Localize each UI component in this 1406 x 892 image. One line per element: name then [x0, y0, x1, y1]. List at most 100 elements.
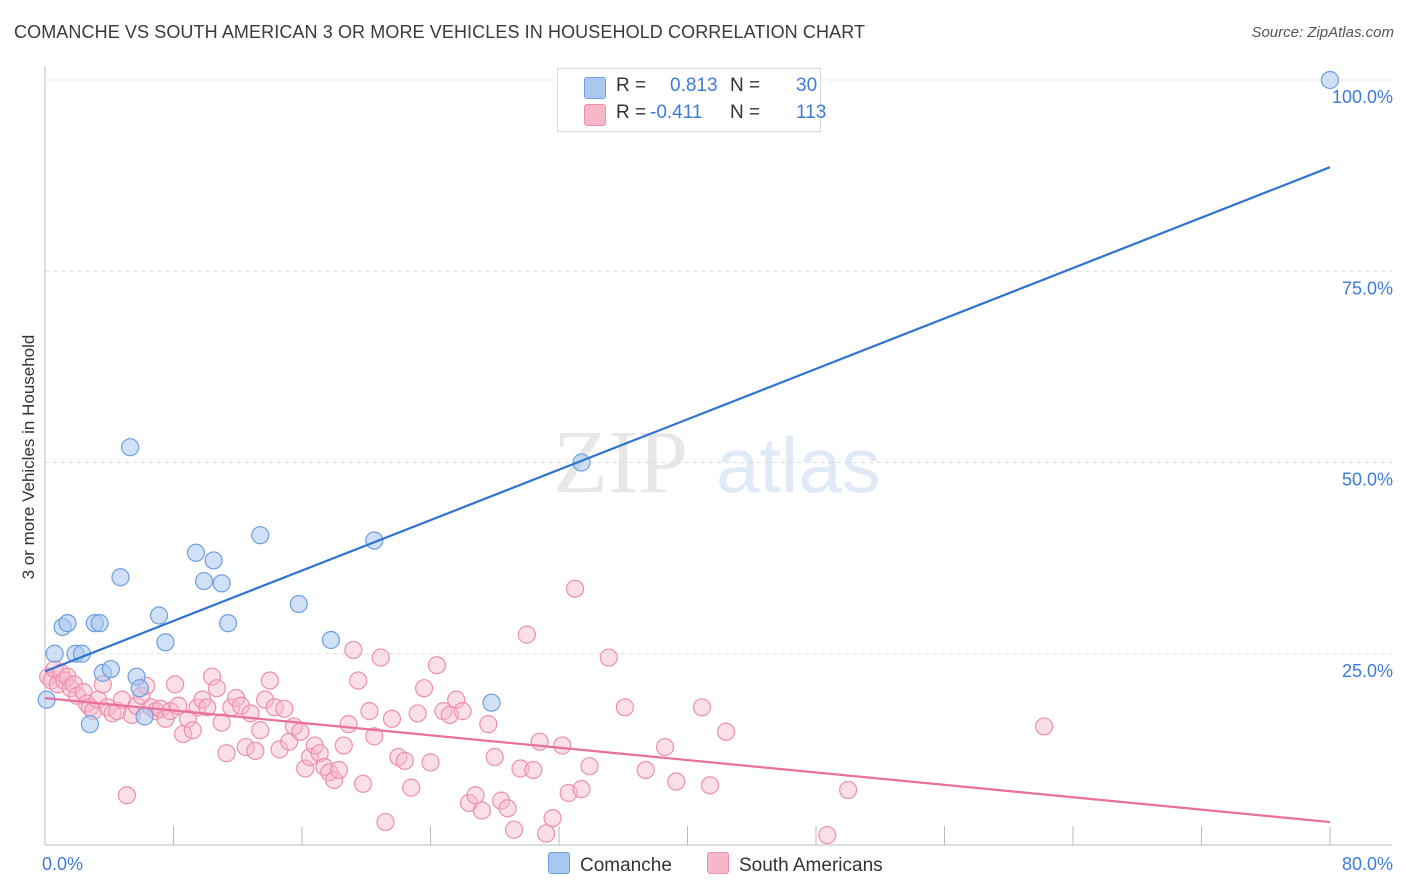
- south-americans-point: [537, 824, 556, 843]
- correlation-legend: R = 0.813 N = 30 R = -0.411 N = 113: [557, 68, 826, 132]
- legend-n-value: 113: [796, 102, 827, 123]
- south-americans-point: [198, 698, 217, 717]
- south-americans-point: [498, 799, 517, 818]
- comanche-point: [321, 630, 341, 650]
- x-tick-label: 0.0%: [42, 854, 83, 874]
- source-credit: Source: ZipAtlas.com: [1251, 24, 1394, 41]
- south-americans-point: [236, 737, 255, 757]
- south-americans-point: [414, 679, 434, 698]
- comanche-point: [219, 614, 238, 633]
- legend-swatch-pink: [584, 104, 606, 126]
- legend-r-label: R =: [616, 75, 647, 96]
- y-tick-label: 25.0%: [1342, 661, 1393, 681]
- south-americans-point: [255, 690, 275, 709]
- south-americans-point: [251, 721, 270, 740]
- south-americans-point: [530, 732, 549, 751]
- grid-lines: [45, 79, 1392, 655]
- comanche-point: [90, 614, 109, 633]
- bottom-legend-label: Comanche: [580, 855, 672, 876]
- axes: [44, 66, 1392, 846]
- south-americans-point: [402, 778, 421, 797]
- comanche-point: [45, 644, 64, 663]
- south-americans-point: [231, 696, 251, 715]
- south-americans-point: [325, 770, 344, 790]
- comanche-point: [204, 551, 223, 570]
- south-americans-point: [504, 820, 524, 839]
- bottom-legend-swatch-pink: [707, 852, 729, 874]
- south-americans-point: [108, 702, 127, 721]
- south-americans-point: [818, 825, 837, 845]
- south-americans-point: [700, 776, 720, 795]
- comanche-point: [149, 606, 169, 625]
- south-americans-point: [376, 812, 395, 832]
- south-americans-point: [349, 671, 368, 690]
- south-americans-point: [291, 722, 310, 741]
- bottom-legend-swatch-blue: [548, 852, 570, 874]
- comanche-points: [37, 70, 1340, 734]
- tick-labels: 25.0% 50.0% 75.0% 100.0% 0.0% 80.0%: [42, 87, 1393, 874]
- south-americans-point: [472, 801, 491, 820]
- comanche-point: [194, 571, 214, 591]
- south-americans-point: [485, 747, 504, 767]
- legend-swatch-blue: [584, 77, 606, 99]
- south-americans-point: [517, 625, 536, 644]
- south-americans-point: [565, 579, 585, 598]
- legend-r-value: -0.411: [650, 102, 703, 123]
- south-americans-point: [166, 675, 185, 694]
- watermark: ZIP atlas: [553, 413, 881, 512]
- south-americans-points: [39, 579, 1054, 845]
- x-tick-label: 80.0%: [1342, 854, 1393, 874]
- south-americans-point: [202, 667, 222, 686]
- south-americans-point: [599, 648, 618, 667]
- south-americans-point: [716, 722, 736, 741]
- south-americans-point: [74, 682, 93, 702]
- south-americans-point: [1034, 717, 1054, 736]
- south-americans-point: [310, 744, 329, 763]
- south-americans-point: [270, 740, 289, 759]
- south-americans-point: [543, 809, 562, 828]
- south-americans-point: [524, 760, 543, 780]
- y-axis-label: 3 or more Vehicles in Household: [19, 335, 38, 580]
- south-americans-point: [365, 727, 384, 746]
- south-americans-point: [329, 760, 349, 780]
- comanche-point: [289, 594, 308, 614]
- comanche-point: [156, 633, 175, 652]
- south-americans-point: [580, 757, 599, 776]
- south-americans-point: [839, 780, 858, 800]
- south-americans-point: [353, 774, 373, 793]
- comanche-point: [58, 614, 77, 633]
- south-americans-point: [260, 671, 279, 690]
- south-americans-point: [553, 736, 572, 755]
- south-americans-point: [183, 721, 202, 740]
- south-americans-point: [344, 640, 363, 660]
- south-americans-point: [275, 699, 294, 718]
- south-americans-point: [360, 702, 379, 721]
- comanche-point: [101, 659, 120, 679]
- south-americans-point: [572, 780, 591, 799]
- comanche-point: [212, 574, 231, 593]
- south-americans-point: [300, 747, 320, 767]
- comanche-point: [121, 438, 140, 457]
- south-americans-point: [395, 751, 414, 770]
- comanche-trend-line: [44, 166, 1331, 673]
- south-americans-point: [447, 690, 466, 709]
- legend-r-value: 0.813: [670, 75, 718, 96]
- y-tick-label: 75.0%: [1342, 278, 1393, 298]
- comanche-point: [1320, 70, 1340, 90]
- south-americans-point: [207, 679, 226, 698]
- comanche-point: [130, 679, 149, 698]
- south-americans-point: [453, 702, 472, 721]
- bottom-legend-comanche: Comanche: [548, 852, 672, 877]
- comanche-point: [80, 715, 100, 734]
- comanche-point: [251, 526, 270, 545]
- south-americans-point: [427, 656, 447, 675]
- south-americans-point: [667, 772, 686, 791]
- legend-n-label: N =: [730, 75, 761, 96]
- trend-lines: [44, 166, 1331, 824]
- south-americans-point: [371, 648, 390, 667]
- south-americans-point: [339, 715, 358, 734]
- bottom-legend-label: South Americans: [739, 855, 883, 876]
- comanche-point: [135, 707, 154, 726]
- comanche-point: [482, 693, 501, 712]
